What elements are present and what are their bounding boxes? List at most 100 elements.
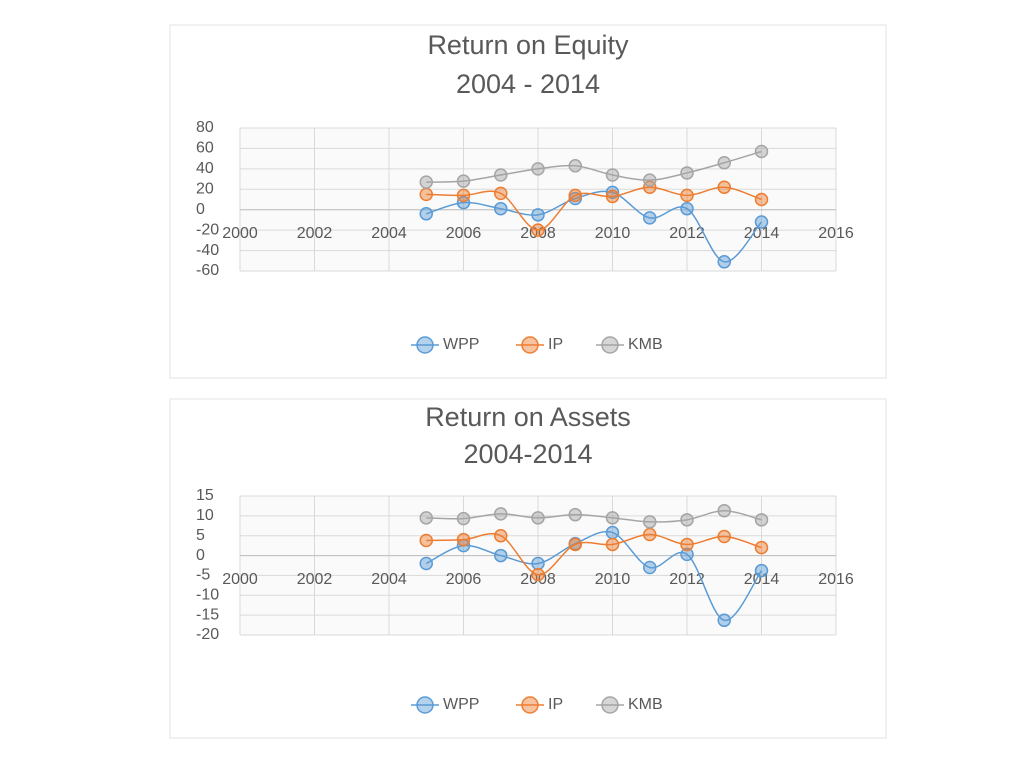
- legend-label: KMB: [628, 336, 663, 353]
- legend-label: WPP: [443, 336, 479, 353]
- y-tick-label: 80: [196, 119, 214, 136]
- data-point: [494, 528, 508, 543]
- data-point: [643, 180, 657, 194]
- x-tick-label: 2012: [669, 225, 705, 242]
- data-point: [605, 189, 620, 204]
- data-point: [531, 162, 545, 176]
- data-point: [754, 513, 769, 527]
- series-line: [426, 533, 762, 576]
- x-tick-label: 2014: [744, 571, 780, 588]
- x-tick-label: 2002: [297, 225, 333, 242]
- chart-subtitle: 2004 - 2014: [456, 69, 600, 99]
- x-tick-label: 2014: [744, 225, 780, 242]
- data-point: [643, 527, 657, 542]
- data-point: [754, 540, 769, 555]
- data-point: [456, 195, 471, 210]
- data-point: [419, 511, 433, 525]
- y-tick-label: 15: [196, 487, 214, 504]
- data-point: [643, 560, 657, 575]
- legend-label: KMB: [628, 696, 663, 713]
- data-point: [754, 144, 769, 159]
- data-point: [419, 533, 433, 548]
- data-point: [680, 188, 694, 203]
- legend-marker: [416, 336, 434, 354]
- data-point: [494, 201, 508, 216]
- data-point: [531, 208, 545, 222]
- data-point: [456, 188, 471, 203]
- x-tick-label: 2004: [371, 225, 407, 242]
- legend-marker: [601, 336, 619, 354]
- data-point: [419, 207, 433, 221]
- data-point: [643, 173, 657, 187]
- chart-subtitle: 2004-2014: [463, 439, 592, 469]
- data-point: [605, 168, 620, 182]
- data-point: [717, 255, 731, 269]
- data-point: [680, 537, 694, 552]
- x-tick-label: 2010: [595, 571, 631, 588]
- data-point: [494, 507, 508, 521]
- y-tick-label: -40: [196, 242, 219, 259]
- series-line: [425, 530, 763, 622]
- data-point: [494, 548, 508, 563]
- data-point: [568, 159, 582, 173]
- legend-marker: [601, 696, 619, 714]
- x-tick-label: 2016: [818, 571, 854, 588]
- data-point: [680, 547, 694, 562]
- y-tick-label: -5: [196, 567, 210, 584]
- x-tick-label: 2004: [371, 571, 407, 588]
- y-tick-label: 60: [196, 140, 214, 157]
- x-tick-label: 2000: [222, 571, 258, 588]
- x-tick-label: 2010: [595, 225, 631, 242]
- data-point: [643, 211, 657, 225]
- legend-marker: [521, 696, 539, 714]
- y-tick-label: 40: [196, 160, 214, 177]
- y-tick-label: -15: [196, 606, 219, 623]
- y-tick-label: 0: [196, 201, 205, 218]
- data-point: [456, 174, 471, 188]
- data-point: [717, 529, 731, 544]
- data-point: [531, 567, 545, 582]
- x-tick-label: 2000: [222, 225, 258, 242]
- series-line: [426, 186, 762, 231]
- data-point: [717, 613, 731, 628]
- data-point: [717, 503, 731, 518]
- series-line: [426, 509, 762, 523]
- data-point: [605, 537, 620, 552]
- y-tick-label: -20: [196, 221, 219, 238]
- data-point: [456, 511, 471, 526]
- legend-label: IP: [548, 336, 563, 353]
- y-tick-label: 0: [196, 547, 205, 564]
- x-tick-label: 2006: [446, 225, 482, 242]
- chart-title: Return on Assets: [425, 402, 631, 432]
- legend-marker: [521, 336, 539, 354]
- data-point: [605, 511, 620, 525]
- y-tick-label: 5: [196, 527, 205, 544]
- data-point: [531, 511, 545, 525]
- y-tick-label: -20: [196, 626, 219, 643]
- data-point: [680, 201, 694, 216]
- series-line: [426, 190, 763, 263]
- y-tick-label: 20: [196, 181, 214, 198]
- data-point: [456, 532, 471, 547]
- data-point: [680, 513, 694, 527]
- data-point: [568, 507, 582, 522]
- y-tick-label: -10: [196, 587, 219, 604]
- series-line: [426, 150, 762, 183]
- data-point: [717, 180, 731, 194]
- x-tick-label: 2006: [446, 571, 482, 588]
- data-point: [419, 175, 433, 189]
- data-point: [531, 223, 545, 237]
- data-point: [419, 187, 433, 202]
- chart-title: Return on Equity: [427, 30, 629, 60]
- data-point: [717, 155, 731, 170]
- data-point: [419, 556, 433, 571]
- data-point: [494, 168, 508, 182]
- data-point: [754, 192, 769, 207]
- y-tick-label: 10: [196, 507, 214, 524]
- data-point: [754, 215, 769, 229]
- x-tick-label: 2008: [520, 225, 556, 242]
- x-tick-label: 2012: [669, 571, 705, 588]
- data-point: [494, 186, 508, 201]
